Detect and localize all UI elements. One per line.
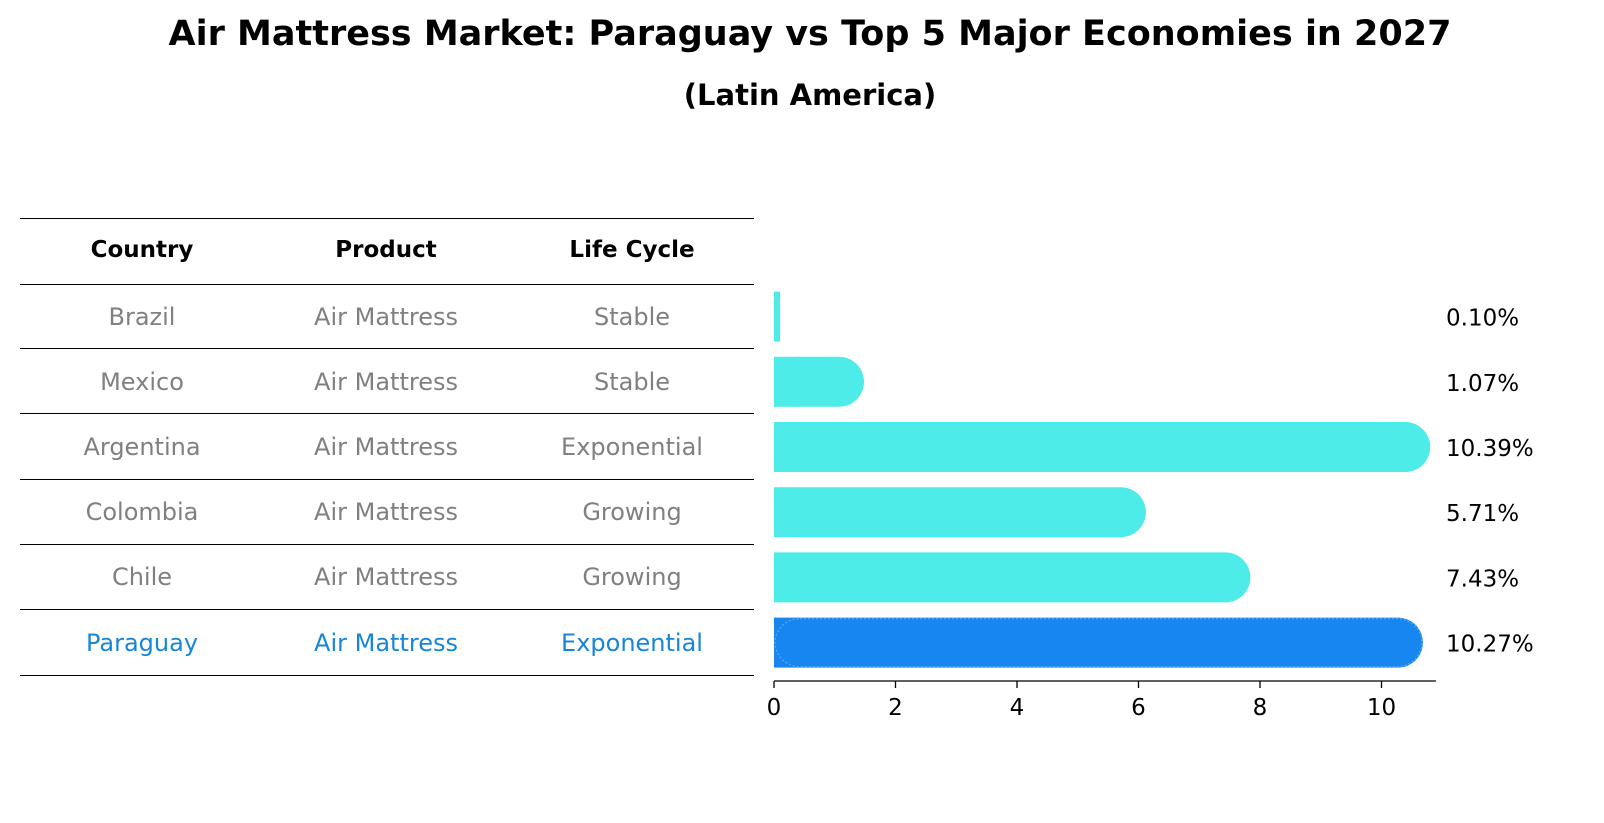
cell-life-cycle: Exponential (561, 628, 703, 657)
x-tick-label: 2 (888, 695, 903, 721)
header-product: Product (335, 237, 437, 263)
bar-paraguay (774, 617, 1423, 668)
cell-product: Air Mattress (314, 302, 458, 331)
chart-title: Air Mattress Market: Paraguay vs Top 5 M… (168, 14, 1452, 54)
chart-subtitle: (Latin America) (683, 78, 937, 112)
bar-chile (774, 552, 1251, 603)
bar-left-edge (774, 617, 799, 668)
cell-life-cycle: Stable (593, 302, 671, 331)
cell-life-cycle: Growing (582, 498, 682, 527)
cell-life-cycle: Exponential (561, 433, 703, 461)
table-rule (20, 675, 754, 676)
cell-country: Brazil (108, 302, 176, 331)
cell-product: Air Mattress (314, 628, 458, 657)
cell-product: Air Mattress (314, 433, 458, 461)
header-country: Country (90, 237, 194, 263)
cell-country: Chile (111, 563, 173, 592)
bar-brazil (774, 291, 781, 342)
cell-product: Air Mattress (314, 498, 458, 527)
x-tick-label: 10 (1367, 695, 1396, 721)
cell-country: Colombia (85, 498, 199, 527)
table-rule (20, 218, 754, 219)
table-rule (20, 609, 754, 610)
cell-life-cycle: Growing (582, 563, 682, 592)
value-label: 1.07% (1446, 371, 1519, 397)
table-rule (20, 348, 754, 349)
bar-left-edge (774, 552, 799, 603)
value-label: 7.43% (1446, 566, 1519, 592)
bar-left-edge (774, 356, 799, 407)
cell-product: Air Mattress (314, 563, 458, 592)
bar-argentina (774, 422, 1431, 472)
bar-left-edge (774, 487, 799, 538)
value-label: 10.39% (1446, 436, 1534, 462)
x-tick-label: 4 (1010, 695, 1025, 721)
header-life-cycle: Life Cycle (569, 237, 695, 263)
table-rule (20, 479, 754, 480)
cell-life-cycle: Stable (593, 367, 671, 396)
x-tick-label: 0 (767, 695, 782, 721)
x-tick-label: 8 (1253, 695, 1268, 721)
value-label: 5.71% (1446, 501, 1519, 527)
bar-left-edge (774, 422, 799, 472)
cell-product: Air Mattress (314, 367, 458, 396)
cell-country: Argentina (83, 433, 201, 461)
table-rule (20, 544, 754, 545)
cell-country: Paraguay (85, 628, 199, 657)
cell-country: Mexico (100, 367, 184, 396)
value-label: 10.27% (1446, 632, 1534, 658)
bar-colombia (774, 487, 1146, 538)
value-label: 0.10% (1446, 306, 1519, 332)
table-rule (20, 284, 754, 285)
bar-highlight-outline (774, 617, 1423, 668)
table-rule (20, 413, 754, 414)
x-tick-label: 6 (1131, 695, 1146, 721)
